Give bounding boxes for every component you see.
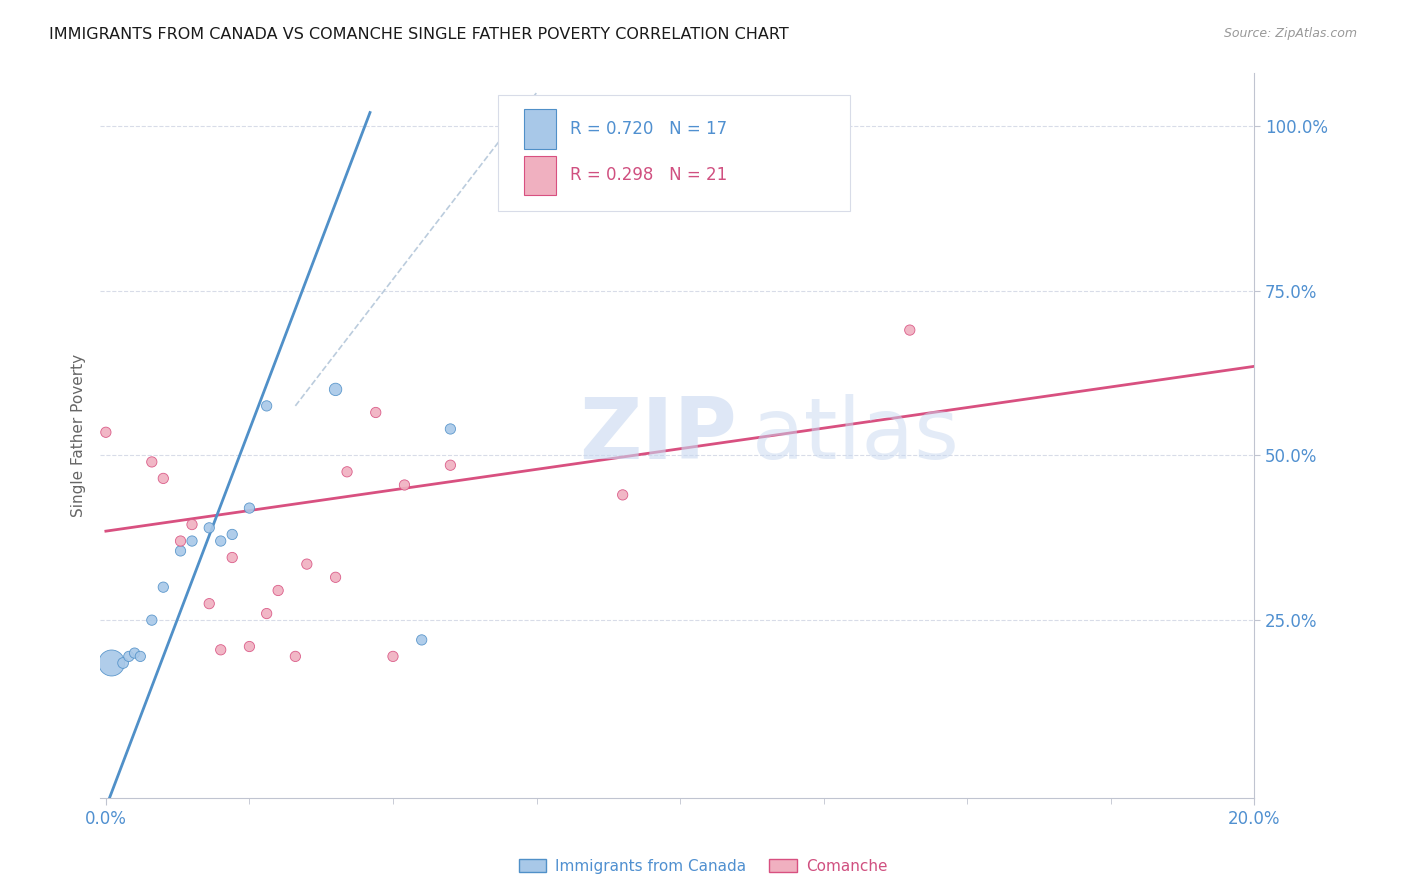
Text: atlas: atlas [752, 394, 960, 477]
Point [141, 613, 163, 627]
Point [221, 550, 243, 565]
Legend: Immigrants from Canada, Comanche: Immigrants from Canada, Comanche [512, 853, 894, 880]
Point [439, 458, 461, 473]
Point [100, 656, 122, 670]
Text: R = 0.720   N = 17: R = 0.720 N = 17 [569, 120, 727, 137]
Point [325, 383, 347, 397]
Point [169, 534, 191, 549]
Point [141, 455, 163, 469]
Point [336, 465, 359, 479]
Point [238, 640, 260, 654]
Point [394, 478, 416, 492]
Point [118, 649, 141, 664]
Point [267, 583, 290, 598]
Point [256, 607, 278, 621]
Point [181, 534, 204, 549]
Text: Source: ZipAtlas.com: Source: ZipAtlas.com [1223, 27, 1357, 40]
Point [439, 422, 461, 436]
Y-axis label: Single Father Poverty: Single Father Poverty [72, 354, 86, 517]
Point [411, 632, 433, 647]
Point [295, 557, 318, 571]
Point [198, 521, 221, 535]
Text: IMMIGRANTS FROM CANADA VS COMANCHE SINGLE FATHER POVERTY CORRELATION CHART: IMMIGRANTS FROM CANADA VS COMANCHE SINGL… [49, 27, 789, 42]
Point [152, 471, 174, 485]
Point [364, 405, 387, 419]
Point [898, 323, 921, 337]
Point [612, 488, 634, 502]
Point [238, 501, 260, 516]
Point [198, 597, 221, 611]
Point [169, 544, 191, 558]
Point [152, 580, 174, 594]
Point [209, 534, 232, 549]
Point [129, 649, 152, 664]
FancyBboxPatch shape [523, 155, 555, 195]
Text: R = 0.298   N = 21: R = 0.298 N = 21 [569, 167, 727, 185]
Text: ZIP: ZIP [579, 394, 737, 477]
Point [382, 649, 405, 664]
FancyBboxPatch shape [498, 95, 851, 211]
FancyBboxPatch shape [523, 109, 555, 149]
Point [209, 642, 232, 657]
Point [124, 646, 146, 660]
Point [221, 527, 243, 541]
Point [94, 425, 117, 440]
Point [112, 656, 135, 670]
Point [284, 649, 307, 664]
Point [181, 517, 204, 532]
Point [256, 399, 278, 413]
Point [325, 570, 347, 584]
